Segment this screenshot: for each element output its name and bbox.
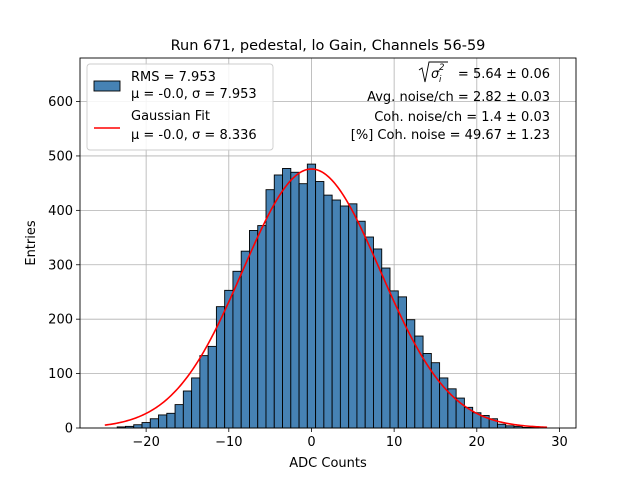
pct-coh-noise-annotation: [%] Coh. noise = 49.67 ± 1.23 [351, 128, 550, 143]
x-axis-label: ADC Counts [289, 456, 367, 471]
x-axis-ticks: −20 −10 0 10 20 30 [132, 428, 568, 450]
legend-histogram-label: RMS = 7.953 [131, 70, 216, 85]
histogram-bar [348, 203, 358, 429]
histogram-bar [389, 290, 399, 429]
y-tick-label: 400 [48, 204, 73, 219]
histogram-bar [133, 424, 143, 429]
y-tick-label: 600 [48, 95, 73, 110]
histogram-bar [373, 248, 383, 429]
histogram-bar [224, 289, 234, 429]
histogram-bar [191, 377, 201, 429]
gaussian-fit-line [104, 168, 548, 429]
histogram-bar [249, 230, 259, 429]
y-tick-label: 500 [48, 149, 73, 164]
chart-title: Run 671, pedestal, lo Gain, Channels 56-… [171, 38, 486, 54]
histogram-bar [339, 205, 350, 429]
x-tick-label: −20 [132, 435, 159, 450]
x-tick-label: 30 [551, 435, 568, 450]
histogram-bar [174, 404, 184, 429]
histogram-bar [282, 168, 292, 429]
sigma-annotation: = 5.64 ± 0.06 [458, 67, 550, 82]
x-tick-label: 0 [307, 435, 315, 450]
y-axis-ticks: 0 100 200 300 400 500 600 [48, 95, 80, 437]
histogram-bar [397, 296, 407, 429]
plot-frame [79, 57, 577, 429]
histogram-bar [257, 225, 267, 429]
histogram-bar [356, 220, 366, 429]
histogram-bar [166, 412, 176, 429]
histogram-bar [323, 194, 333, 429]
noise-annotations: σ 2 i = 5.64 ± 0.06 Avg. noise/ch = 2.82… [351, 61, 550, 143]
x-tick-label: −10 [215, 435, 242, 450]
svg-text:σ: σ [431, 67, 440, 82]
histogram-bar [265, 189, 275, 429]
histogram-bar [290, 171, 300, 429]
y-tick-label: 0 [65, 422, 73, 437]
histogram-bar [298, 183, 308, 429]
svg-text:2: 2 [439, 63, 444, 73]
coh-noise-annotation: Coh. noise/ch = 1.4 ± 0.03 [374, 110, 550, 125]
histogram-bar [182, 390, 193, 429]
legend-fit-stats: μ = -0.0, σ = 8.336 [131, 128, 257, 143]
y-tick-label: 100 [48, 367, 73, 382]
legend-histogram-swatch [93, 80, 121, 92]
x-tick-label: 20 [469, 435, 486, 450]
legend: RMS = 7.953 μ = -0.0, σ = 7.953 Gaussian… [86, 63, 274, 151]
histogram-bars [116, 163, 540, 429]
histogram-bar [199, 355, 209, 429]
histogram-bar [273, 174, 283, 429]
histogram-bar [240, 250, 250, 429]
histogram-bar [141, 422, 151, 429]
svg-text:i: i [439, 75, 442, 85]
histogram-bar [331, 199, 341, 429]
histogram-bar [158, 414, 168, 429]
histogram-bar [381, 267, 391, 429]
histogram-bar [497, 423, 507, 429]
avg-noise-annotation: Avg. noise/ch = 2.82 ± 0.03 [367, 90, 550, 105]
legend-histogram-stats: μ = -0.0, σ = 7.953 [131, 87, 257, 102]
legend-fit-label: Gaussian Fit [131, 109, 210, 124]
y-tick-label: 300 [48, 258, 73, 273]
y-axis-label: Entries [24, 220, 39, 266]
histogram-bar [306, 163, 317, 429]
legend-box [86, 63, 274, 151]
histogram-bar [315, 181, 325, 429]
histogram-bar [149, 418, 159, 429]
histogram-bar [232, 270, 242, 429]
histogram-bar [439, 377, 449, 429]
sigma-symbol: σ 2 i [418, 61, 448, 85]
histogram-bar [364, 236, 374, 429]
y-tick-label: 200 [48, 313, 73, 328]
x-tick-label: 10 [386, 435, 403, 450]
histogram-bar [207, 345, 217, 429]
